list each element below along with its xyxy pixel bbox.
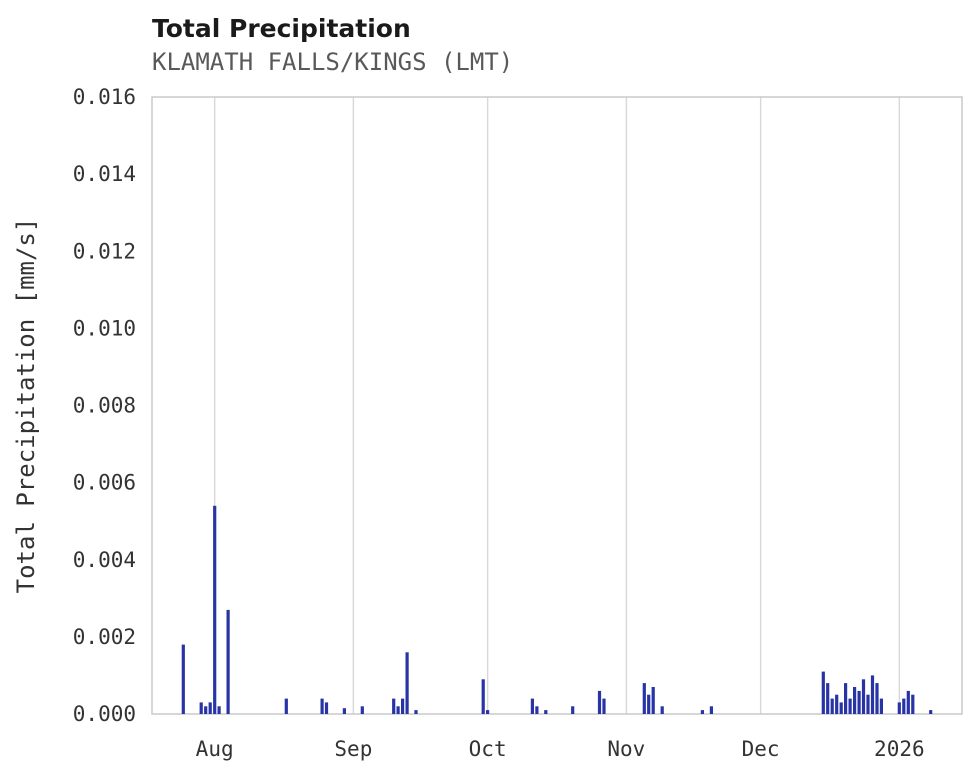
precip-bar: [204, 706, 208, 714]
precip-bar: [929, 710, 933, 714]
precip-bar: [647, 694, 651, 714]
y-tick-label: 0.016: [73, 85, 136, 109]
precip-bar: [213, 505, 217, 714]
precip-bar: [535, 706, 539, 714]
precip-bar: [857, 690, 861, 714]
precip-bar: [597, 690, 602, 714]
precip-bar: [360, 706, 364, 714]
precip-bar: [642, 683, 646, 714]
x-tick-label: Nov: [607, 737, 645, 761]
precip-bar: [911, 694, 915, 714]
precip-bar: [405, 652, 409, 714]
y-tick-label: 0.004: [73, 548, 136, 572]
precip-bar: [866, 694, 870, 714]
precip-bar: [875, 683, 879, 714]
precip-bar: [826, 683, 830, 714]
precip-bar: [830, 698, 834, 714]
precip-bar: [902, 698, 906, 714]
precip-bar: [396, 706, 400, 714]
precip-bar: [284, 698, 288, 714]
x-tick-label: Oct: [469, 737, 507, 761]
precip-bar: [835, 694, 839, 714]
precip-bar: [392, 698, 396, 714]
y-tick-label: 0.012: [73, 239, 136, 263]
precip-bar: [848, 698, 852, 714]
precip-bar: [486, 710, 490, 714]
x-tick-label: Sep: [334, 737, 372, 761]
precip-bar: [401, 698, 405, 714]
precip-bar: [660, 706, 664, 714]
y-axis-label: Total Precipitation [mm/s]: [12, 218, 40, 594]
precip-bar: [324, 702, 329, 714]
precip-bar: [481, 679, 485, 714]
precip-bar: [544, 710, 548, 714]
y-tick-label: 0.000: [73, 702, 136, 726]
y-tick-label: 0.002: [73, 625, 136, 649]
x-tick-label: Aug: [196, 737, 234, 761]
precip-bar: [844, 683, 848, 714]
precip-bar: [199, 702, 203, 714]
precip-bar: [320, 698, 324, 714]
precip-bar: [602, 698, 606, 714]
precip-bar: [181, 644, 185, 714]
precip-bar: [414, 710, 418, 714]
precip-bar: [342, 708, 346, 714]
precip-bar: [870, 675, 875, 714]
y-tick-label: 0.006: [73, 471, 136, 495]
y-tick-label: 0.014: [73, 162, 136, 186]
chart-title: Total Precipitation: [152, 14, 411, 43]
precip-bar: [530, 698, 534, 714]
precip-bar: [709, 706, 713, 714]
precip-bar: [217, 706, 221, 714]
y-tick-label: 0.010: [73, 316, 136, 340]
precip-bar: [226, 609, 230, 714]
precip-bar: [879, 698, 883, 714]
y-tick-label: 0.008: [73, 394, 136, 418]
precip-bar: [897, 702, 901, 714]
chart-subtitle: KLAMATH FALLS/KINGS (LMT): [152, 48, 514, 76]
precip-bar: [651, 687, 655, 714]
x-tick-label: Dec: [742, 737, 780, 761]
precip-bar: [861, 679, 866, 714]
precip-bar: [700, 710, 704, 714]
precip-bar: [906, 690, 910, 714]
precip-bar: [571, 706, 575, 714]
precip-bar: [821, 671, 825, 714]
x-tick-label: 2026: [874, 737, 925, 761]
precip-bar: [853, 687, 857, 714]
plot-border: [151, 96, 963, 715]
precip-bar: [839, 702, 843, 714]
precip-bar: [208, 702, 212, 714]
